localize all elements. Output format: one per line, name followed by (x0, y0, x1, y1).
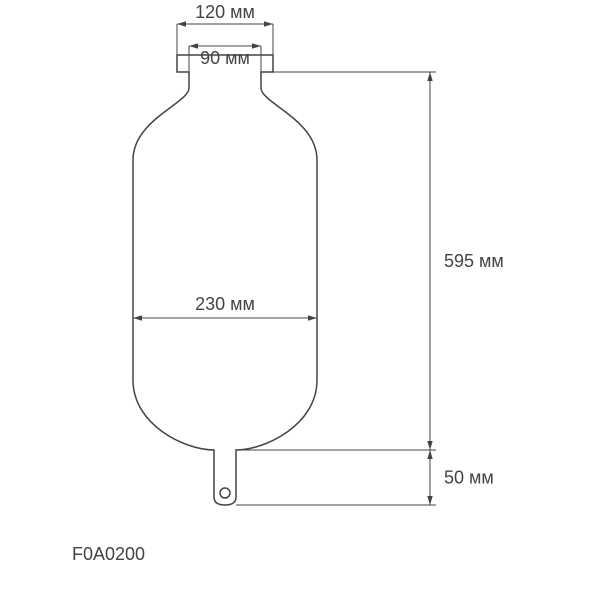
tab-hole (220, 488, 230, 498)
label-top-outer: 120 мм (195, 2, 255, 22)
buoy-outline (133, 55, 317, 505)
dim-body-height: 595 мм (236, 72, 504, 450)
label-body-width: 230 мм (195, 294, 255, 314)
label-body-height: 595 мм (444, 251, 504, 271)
dim-tab-height: 50 мм (236, 450, 494, 505)
label-top-inner: 90 мм (200, 48, 250, 68)
dim-top-inner: 90 мм (189, 46, 261, 72)
dim-body-width: 230 мм (133, 294, 317, 318)
label-tab-height: 50 мм (444, 468, 494, 488)
dimension-drawing: 120 мм 90 мм 230 мм 595 мм 50 мм F0A0200 (0, 0, 600, 600)
part-code: F0A0200 (72, 544, 145, 564)
